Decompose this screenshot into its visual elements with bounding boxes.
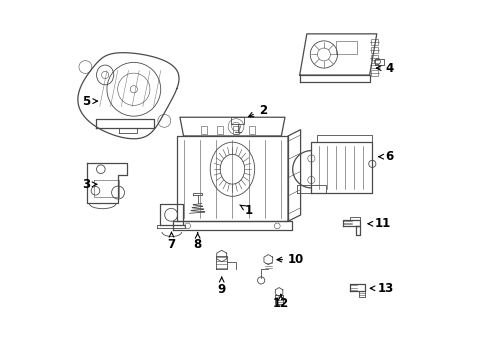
- Bar: [337, 41, 357, 54]
- Text: 9: 9: [218, 277, 226, 296]
- Bar: [371, 47, 378, 53]
- Text: 3: 3: [82, 178, 97, 191]
- Bar: [233, 126, 239, 134]
- Text: 4: 4: [376, 62, 394, 75]
- Bar: [371, 71, 378, 76]
- Text: 2: 2: [248, 104, 267, 117]
- Text: 12: 12: [273, 294, 289, 310]
- Text: 10: 10: [277, 253, 304, 266]
- Text: 11: 11: [368, 217, 391, 230]
- Bar: [249, 126, 255, 134]
- Bar: [371, 55, 378, 60]
- Bar: [371, 39, 378, 45]
- Text: 7: 7: [168, 232, 175, 251]
- Bar: [371, 63, 378, 68]
- Text: 13: 13: [370, 282, 394, 295]
- Bar: [217, 126, 223, 134]
- Text: 1: 1: [240, 204, 253, 217]
- Bar: [201, 126, 207, 134]
- Text: 8: 8: [194, 233, 202, 251]
- Text: 5: 5: [82, 95, 98, 108]
- Text: 6: 6: [379, 150, 394, 163]
